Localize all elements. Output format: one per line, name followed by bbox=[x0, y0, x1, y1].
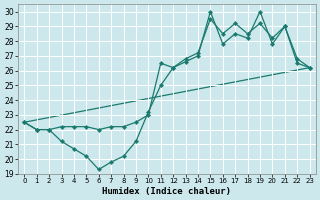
X-axis label: Humidex (Indice chaleur): Humidex (Indice chaleur) bbox=[102, 187, 231, 196]
